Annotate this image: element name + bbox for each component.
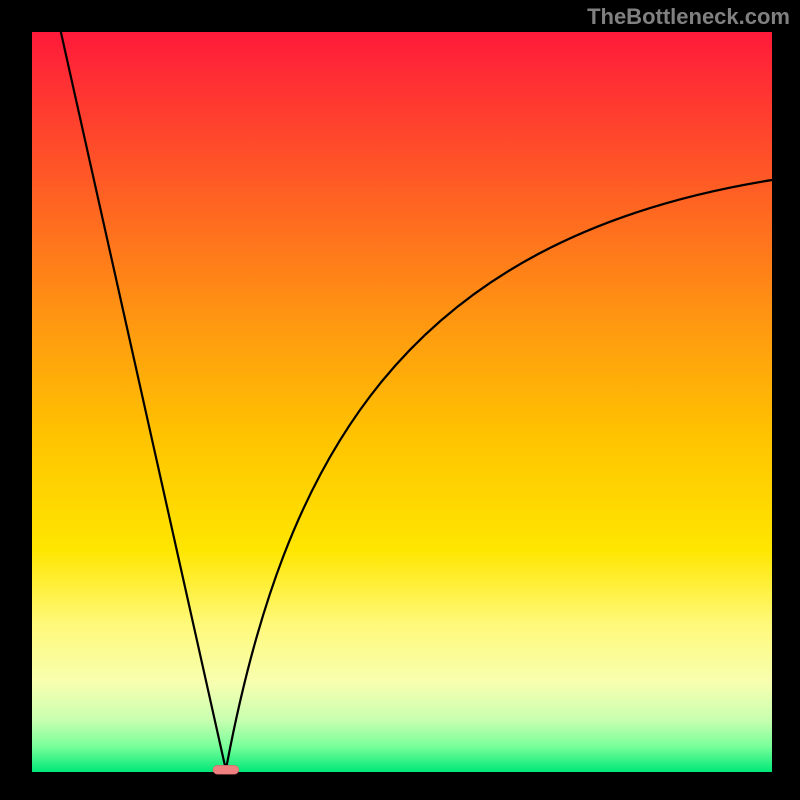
minimum-marker: [213, 765, 239, 774]
bottleneck-chart: [0, 0, 800, 800]
chart-container: TheBottleneck.com: [0, 0, 800, 800]
watermark-text: TheBottleneck.com: [587, 4, 790, 30]
